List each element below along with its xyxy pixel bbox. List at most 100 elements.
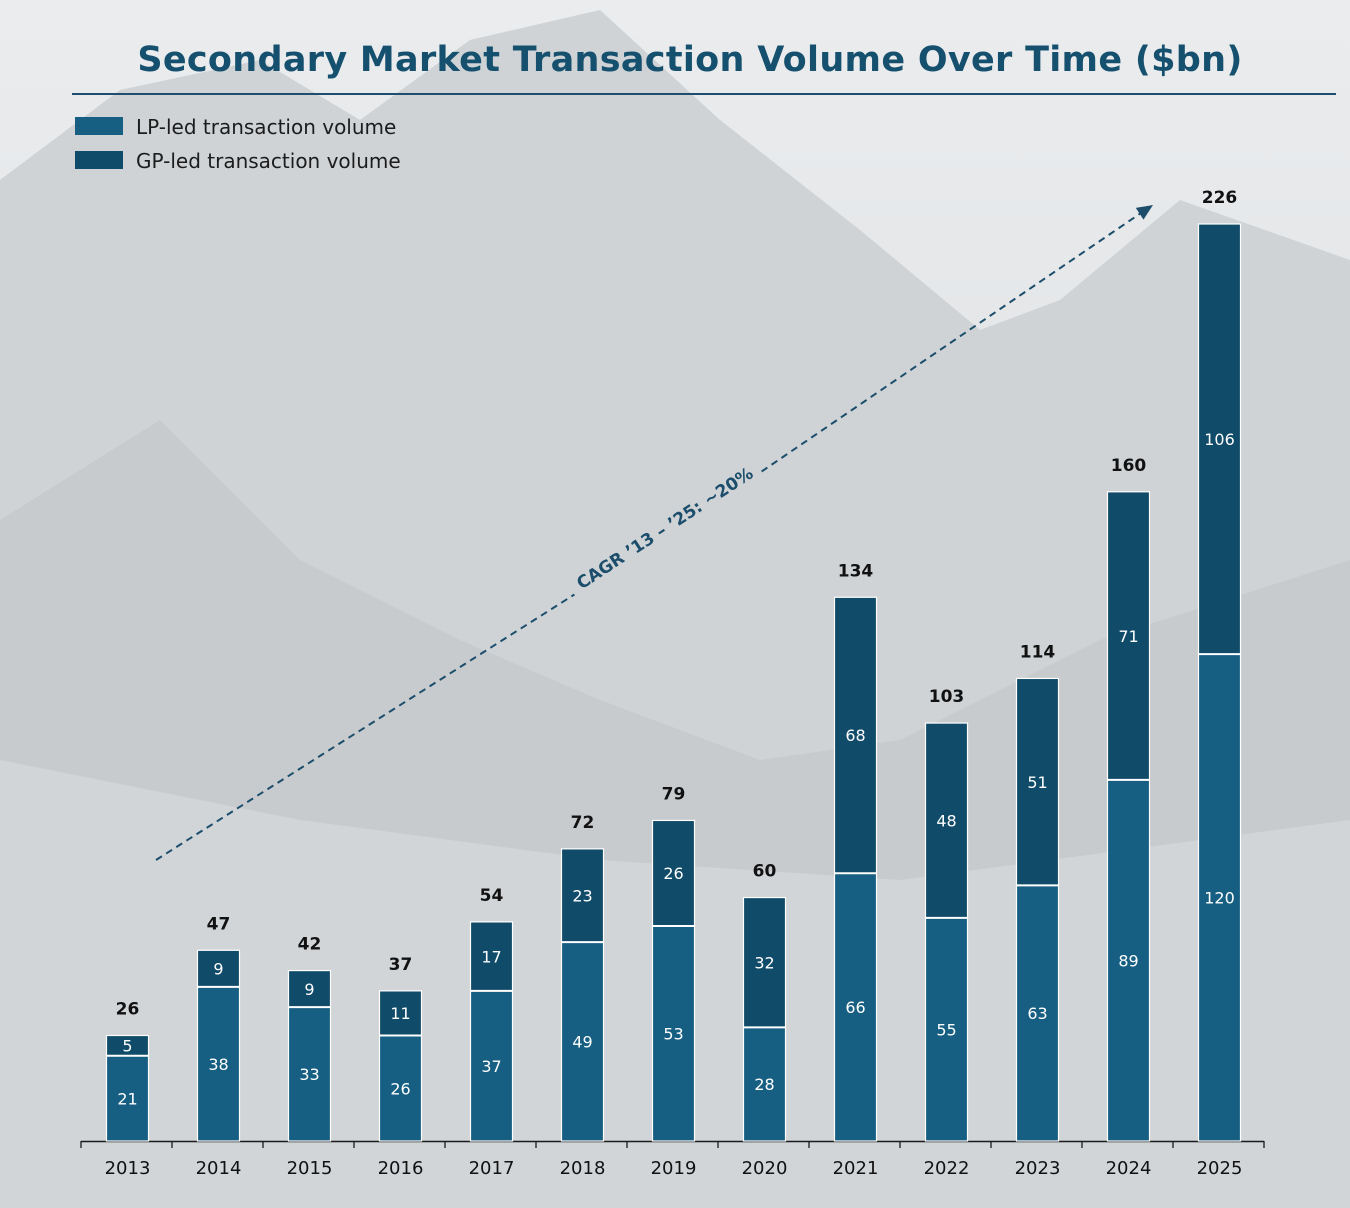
total-label-2024: 160 xyxy=(1111,456,1147,476)
total-label-2020: 60 xyxy=(753,862,777,882)
data-label-lp-led-2021: 66 xyxy=(845,998,865,1017)
bar-outline xyxy=(833,596,878,1142)
data-label-lp-led-2024: 89 xyxy=(1118,951,1138,970)
x-tick-label-2024: 2024 xyxy=(1106,1158,1152,1179)
bar-lp-led-2020 xyxy=(743,1027,786,1141)
cagr-arrow-line xyxy=(155,593,575,861)
bar-lp-led-2015 xyxy=(288,1007,331,1141)
x-tick-label-2016: 2016 xyxy=(378,1158,424,1179)
total-label-2018: 72 xyxy=(571,813,595,833)
bar-outline xyxy=(196,949,241,1142)
bar-gp-led-2018 xyxy=(561,848,604,943)
bar-lp-led-2017 xyxy=(470,990,513,1141)
data-label-lp-led-2014: 38 xyxy=(208,1055,228,1074)
data-label-lp-led-2020: 28 xyxy=(754,1075,774,1094)
data-label-lp-led-2018: 49 xyxy=(572,1033,592,1052)
bar-gp-led-2017 xyxy=(470,921,513,991)
bar-lp-led-2024 xyxy=(1107,779,1150,1141)
legend-label-lp-led: LP-led transaction volume xyxy=(136,115,397,139)
data-label-gp-led-2024: 71 xyxy=(1118,627,1138,646)
bar-lp-led-2023 xyxy=(1016,885,1059,1141)
bar-outline xyxy=(924,722,969,1142)
cagr-arrow-line xyxy=(761,209,1146,473)
bar-lp-led-2014 xyxy=(197,986,240,1141)
x-tick-label-2021: 2021 xyxy=(833,1158,879,1179)
data-label-gp-led-2018: 23 xyxy=(572,887,592,906)
bar-outline xyxy=(378,990,423,1142)
legend-swatch-gp-led xyxy=(75,151,123,169)
x-tick-label-2015: 2015 xyxy=(287,1158,333,1179)
bar-outline xyxy=(1106,491,1151,1142)
bar-gp-led-2022 xyxy=(925,723,968,918)
bar-gp-led-2024 xyxy=(1107,491,1150,780)
data-label-gp-led-2022: 48 xyxy=(936,811,956,830)
bar-lp-led-2025 xyxy=(1198,654,1241,1141)
total-label-2019: 79 xyxy=(662,784,686,804)
data-label-lp-led-2019: 53 xyxy=(663,1024,683,1043)
total-label-2023: 114 xyxy=(1020,642,1056,662)
x-tick-label-2013: 2013 xyxy=(105,1158,151,1179)
data-label-lp-led-2025: 120 xyxy=(1204,889,1235,908)
legend-label-gp-led: GP-led transaction volume xyxy=(136,149,401,173)
data-label-lp-led-2022: 55 xyxy=(936,1020,956,1039)
bar-outline xyxy=(1015,677,1060,1142)
data-label-gp-led-2017: 17 xyxy=(481,947,501,966)
bar-gp-led-2025 xyxy=(1198,224,1241,655)
x-tick-label-2018: 2018 xyxy=(560,1158,606,1179)
bar-lp-led-2013 xyxy=(106,1055,149,1141)
bar-outline xyxy=(1197,223,1242,1142)
chart-title: Secondary Market Transaction Volume Over… xyxy=(137,40,1243,80)
bar-gp-led-2020 xyxy=(743,897,786,1028)
bar-lp-led-2021 xyxy=(834,873,877,1141)
total-label-2021: 134 xyxy=(838,561,874,581)
bar-gp-led-2021 xyxy=(834,597,877,874)
data-label-gp-led-2020: 32 xyxy=(754,953,774,972)
bar-lp-led-2018 xyxy=(561,942,604,1141)
bar-gp-led-2015 xyxy=(288,970,331,1008)
x-tick-label-2014: 2014 xyxy=(196,1158,242,1179)
data-label-gp-led-2013: 5 xyxy=(122,1037,132,1056)
bar-outline xyxy=(651,819,696,1142)
data-label-lp-led-2017: 37 xyxy=(481,1057,501,1076)
bar-outline xyxy=(560,848,605,1142)
data-label-lp-led-2016: 26 xyxy=(390,1079,410,1098)
x-tick-label-2023: 2023 xyxy=(1015,1158,1061,1179)
x-tick-label-2022: 2022 xyxy=(924,1158,970,1179)
total-label-2016: 37 xyxy=(389,955,413,975)
title-divider xyxy=(72,93,1336,95)
total-label-2015: 42 xyxy=(298,935,322,955)
data-label-gp-led-2014: 9 xyxy=(213,960,223,979)
total-label-2014: 47 xyxy=(207,914,231,934)
bar-outline xyxy=(287,969,332,1142)
total-label-2025: 226 xyxy=(1202,188,1238,208)
data-label-gp-led-2019: 26 xyxy=(663,864,683,883)
data-label-gp-led-2025: 106 xyxy=(1204,430,1235,449)
total-label-2022: 103 xyxy=(929,687,965,707)
bar-lp-led-2022 xyxy=(925,917,968,1141)
total-label-2017: 54 xyxy=(480,886,504,906)
cagr-annotation-label: CAGR ’13 – ’25: ~20% xyxy=(573,464,757,594)
bar-lp-led-2016 xyxy=(379,1035,422,1141)
bar-outline xyxy=(742,896,787,1142)
bar-outline xyxy=(469,921,514,1142)
bar-gp-led-2023 xyxy=(1016,678,1059,886)
data-label-gp-led-2016: 11 xyxy=(390,1004,410,1023)
x-tick-label-2025: 2025 xyxy=(1197,1158,1243,1179)
bar-gp-led-2014 xyxy=(197,950,240,987)
cagr-arrowhead xyxy=(1135,205,1153,220)
bar-gp-led-2016 xyxy=(379,990,422,1036)
bar-gp-led-2013 xyxy=(106,1035,149,1056)
bar-lp-led-2019 xyxy=(652,925,695,1141)
data-label-gp-led-2023: 51 xyxy=(1027,773,1047,792)
bar-gp-led-2019 xyxy=(652,820,695,926)
x-tick-label-2019: 2019 xyxy=(651,1158,697,1179)
x-tick-label-2020: 2020 xyxy=(742,1158,788,1179)
data-label-gp-led-2015: 9 xyxy=(304,980,314,999)
bar-outline xyxy=(105,1034,150,1142)
data-label-gp-led-2021: 68 xyxy=(845,726,865,745)
data-label-lp-led-2015: 33 xyxy=(299,1065,319,1084)
total-label-2013: 26 xyxy=(116,1000,140,1020)
data-label-lp-led-2023: 63 xyxy=(1027,1004,1047,1023)
legend-swatch-lp-led xyxy=(75,117,123,135)
